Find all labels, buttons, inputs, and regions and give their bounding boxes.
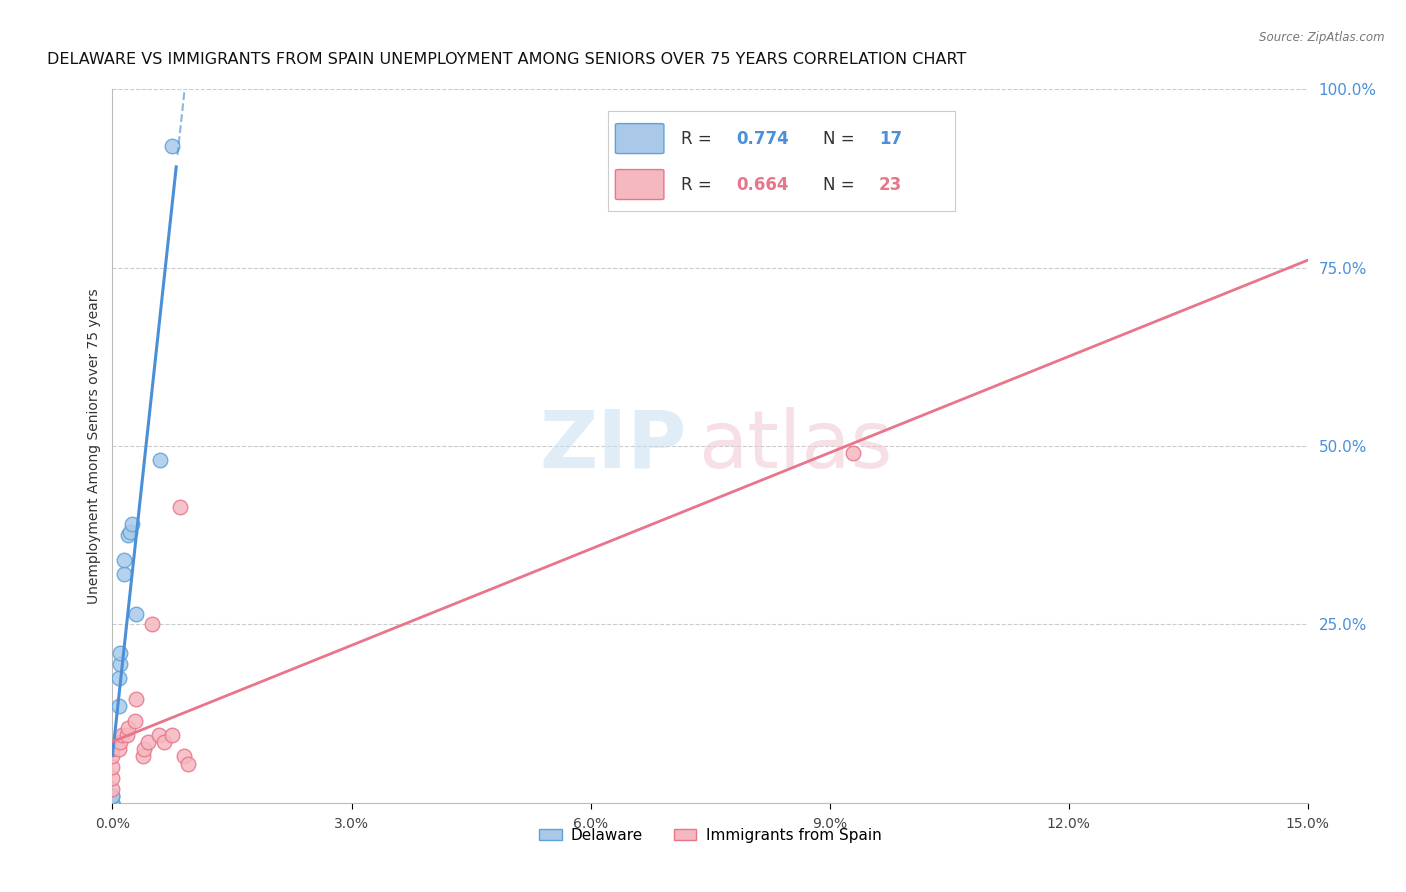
Point <box>162 139 183 153</box>
Point <box>117 721 139 735</box>
Point <box>125 607 148 621</box>
Point <box>117 528 139 542</box>
Point <box>101 789 124 803</box>
Point <box>110 657 132 671</box>
Point <box>108 742 131 756</box>
Point <box>108 699 131 714</box>
Point <box>101 781 124 796</box>
Text: Source: ZipAtlas.com: Source: ZipAtlas.com <box>1260 31 1385 45</box>
Text: ZIP: ZIP <box>538 407 686 485</box>
Point <box>138 735 160 749</box>
Legend: Delaware, Immigrants from Spain: Delaware, Immigrants from Spain <box>533 822 887 848</box>
Point <box>118 524 141 539</box>
Point <box>101 796 124 810</box>
Point <box>153 735 176 749</box>
Point <box>169 500 191 514</box>
Point <box>114 553 135 567</box>
Point <box>148 728 170 742</box>
Point <box>108 671 131 685</box>
Point <box>110 735 132 749</box>
Point <box>125 692 148 706</box>
Point <box>177 756 200 771</box>
Point <box>115 728 138 742</box>
Point <box>101 771 124 785</box>
Point <box>101 796 124 810</box>
Point <box>101 760 124 774</box>
Point <box>162 728 183 742</box>
Point <box>101 742 124 756</box>
Point <box>134 742 156 756</box>
Y-axis label: Unemployment Among Seniors over 75 years: Unemployment Among Seniors over 75 years <box>87 288 101 604</box>
Point <box>121 517 143 532</box>
Point <box>124 714 146 728</box>
Point <box>111 728 134 742</box>
Point <box>842 446 865 460</box>
Point <box>141 617 163 632</box>
Point <box>114 567 135 582</box>
Point <box>110 646 132 660</box>
Point <box>173 749 195 764</box>
Point <box>101 789 124 803</box>
Point <box>101 749 124 764</box>
Point <box>101 796 124 810</box>
Text: DELAWARE VS IMMIGRANTS FROM SPAIN UNEMPLOYMENT AMONG SENIORS OVER 75 YEARS CORRE: DELAWARE VS IMMIGRANTS FROM SPAIN UNEMPL… <box>46 53 966 67</box>
Point <box>132 749 155 764</box>
Text: atlas: atlas <box>699 407 893 485</box>
Point <box>149 453 172 467</box>
